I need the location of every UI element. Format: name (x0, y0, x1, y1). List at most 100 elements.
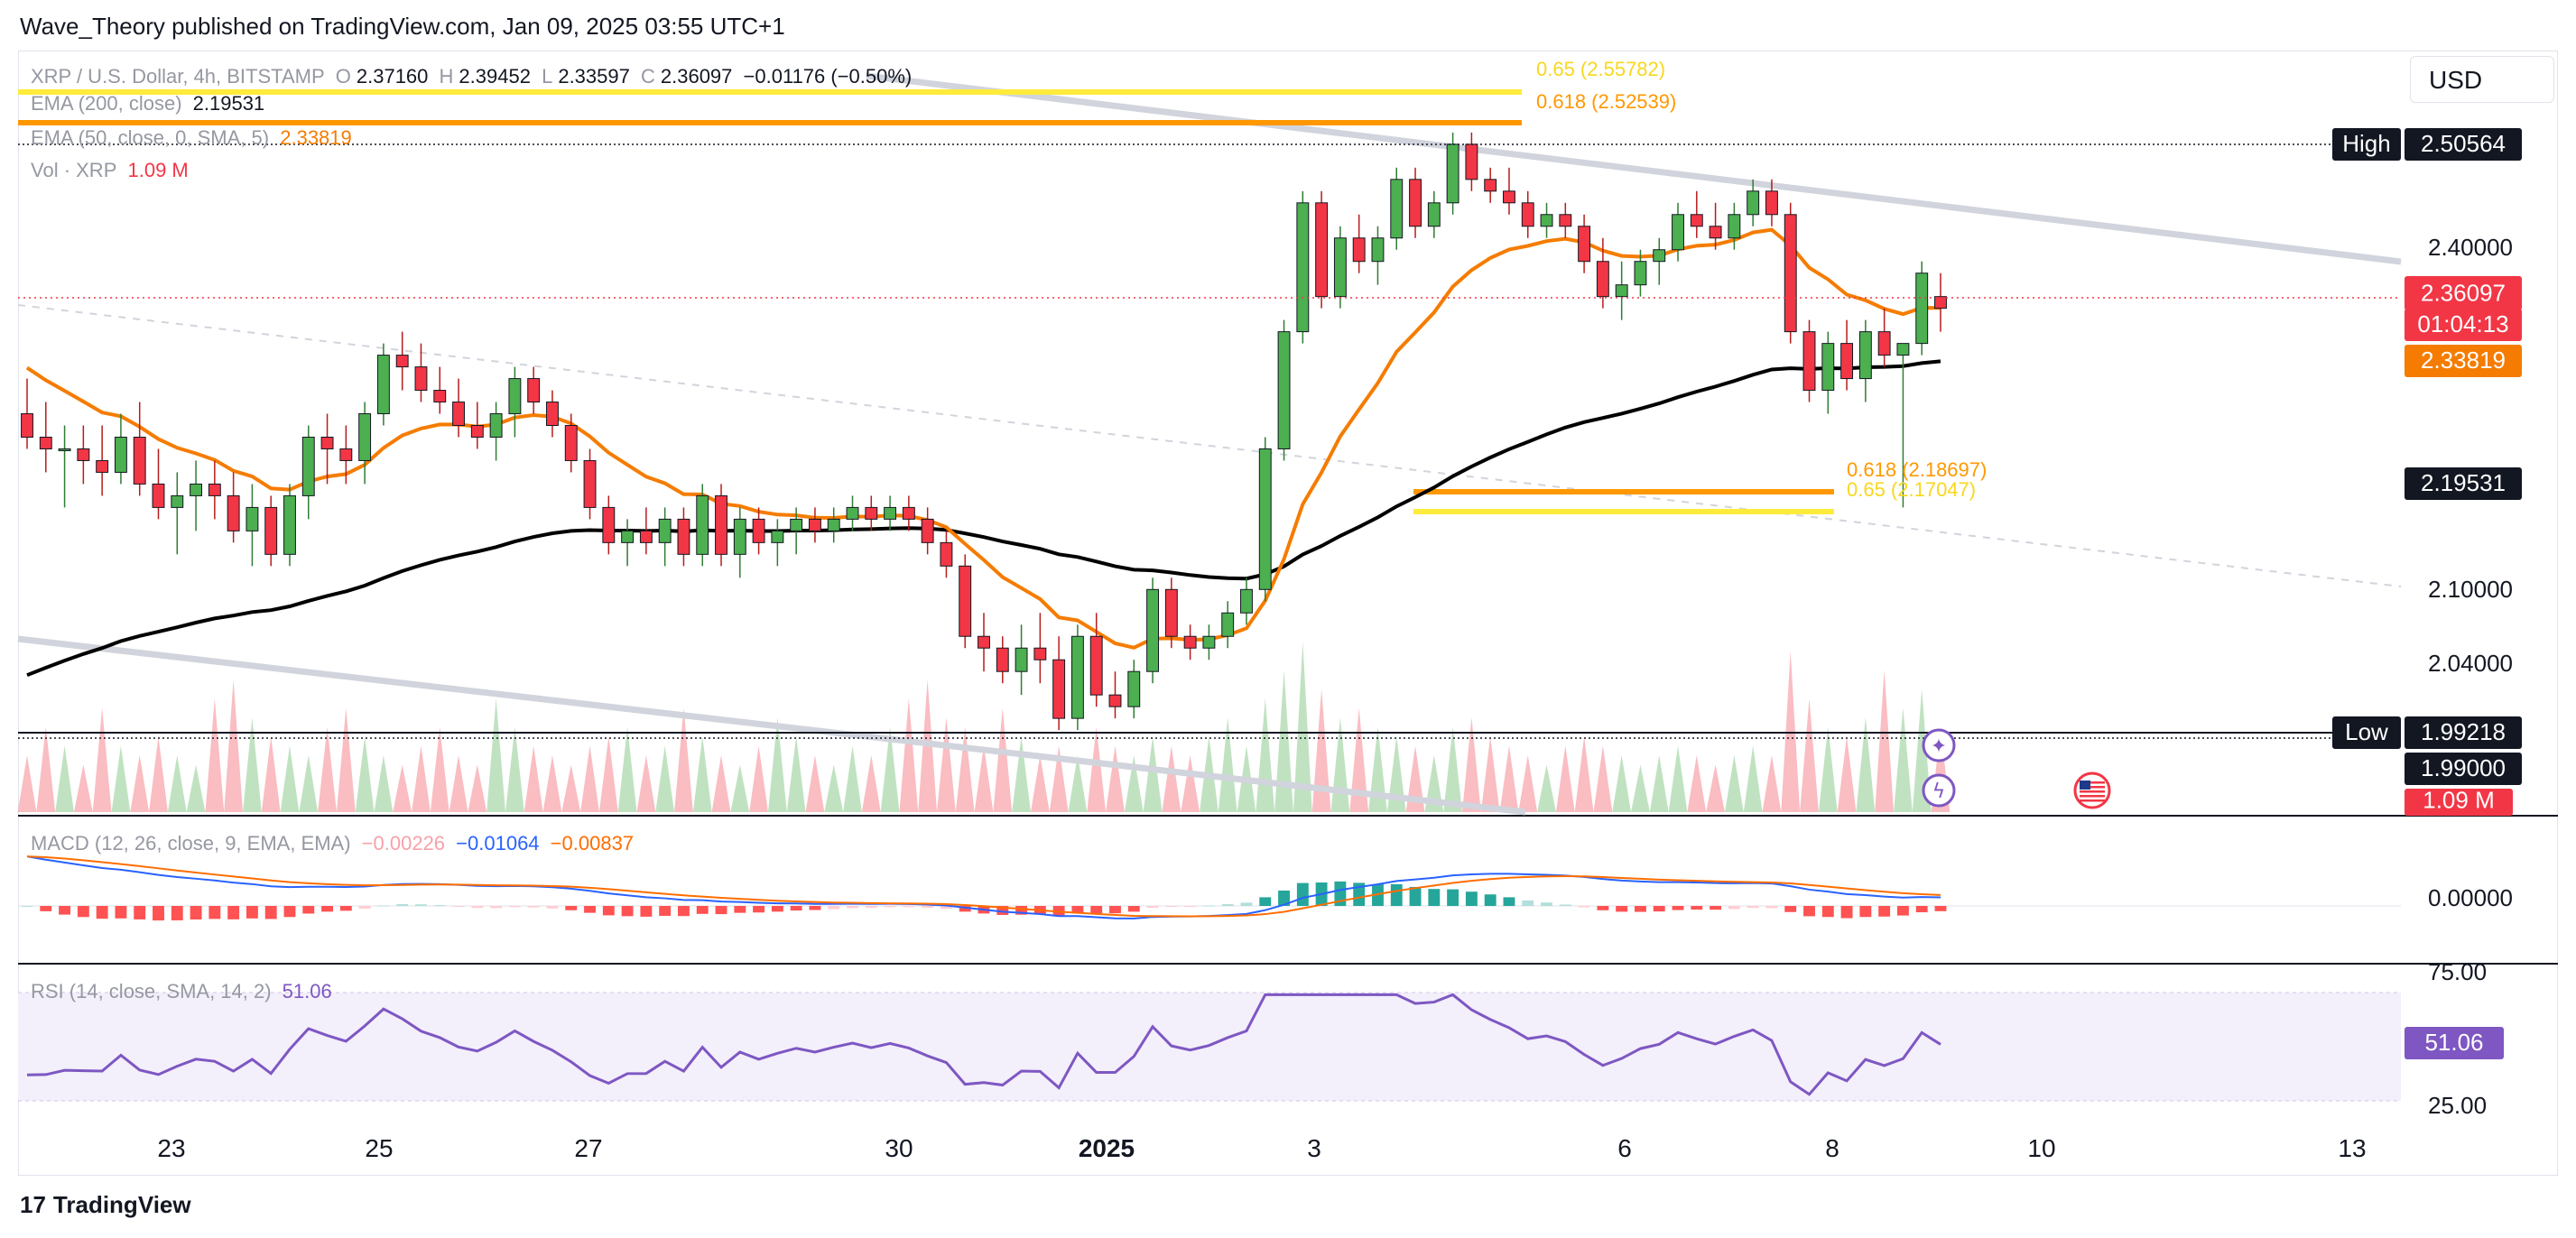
macd-histogram-bar (283, 906, 296, 918)
price-axis-tick: 0.00000 (2428, 884, 2513, 911)
us-flag-event-icon (2073, 771, 2111, 809)
candle (959, 554, 972, 649)
candle-body (227, 494, 240, 531)
candle (1127, 660, 1141, 719)
candle-body (1465, 143, 1478, 180)
macd-histogram-bar (1353, 882, 1366, 906)
volume-up-area (55, 642, 1932, 812)
candle (1615, 261, 1628, 320)
candle-body (1596, 261, 1609, 298)
candles (21, 132, 1947, 731)
candle-body (1877, 331, 1891, 356)
trendline-dashed (17, 304, 2402, 587)
candle-body (733, 518, 746, 555)
candle-body (921, 518, 934, 543)
price-axis-tick: 2.04000 (2428, 650, 2513, 677)
macd-histogram-bar (584, 906, 596, 913)
candle (470, 402, 484, 449)
candle-body (1352, 237, 1366, 263)
macd-histogram-bar (734, 906, 746, 913)
macd-histogram-bar (1765, 906, 1778, 909)
high-value-tag: 2.50564 (2405, 128, 2522, 161)
candle (1634, 249, 1647, 297)
time-axis-tick: 30 (885, 1134, 913, 1162)
candle (1315, 190, 1329, 309)
rsi-pane (26, 993, 1941, 1096)
high-value-tag-text: 2.50564 (2421, 130, 2506, 157)
candle-body (771, 530, 784, 543)
fib-label-top-0618: 0.618 (2.52539) (1536, 90, 1677, 113)
candle (978, 613, 990, 672)
legend-high: 2.39452 (459, 65, 531, 88)
candle-body (677, 518, 690, 555)
candle-body (1146, 588, 1160, 672)
macd-pane (21, 855, 1947, 921)
candle (1503, 167, 1515, 215)
candle-body (1634, 261, 1647, 286)
macd-histogram-bar (640, 906, 653, 917)
macd-line (26, 855, 1941, 919)
candle (808, 507, 821, 543)
candle-body (39, 436, 52, 449)
macd-histogram-bar (959, 906, 971, 912)
low-value-tag-text: 1.99218 (2421, 718, 2506, 745)
candle (1015, 624, 1028, 696)
candle-body (433, 390, 447, 403)
flag-stripe (2080, 786, 2105, 789)
fib-levels[interactable] (18, 89, 1834, 514)
macd-histogram-bar (1259, 897, 1272, 906)
currency-selector[interactable]: USD (2410, 56, 2554, 103)
legend-symbol: XRP / U.S. Dollar, 4h, BITSTAMP (31, 65, 325, 88)
legend-ema50: EMA (50, close, 0, SMA, 5) 2.33819 (31, 126, 357, 150)
macd-histogram-bar (1635, 906, 1646, 912)
candle-body (1089, 635, 1103, 696)
macd-histogram-bar (1221, 904, 1234, 906)
legend-c-label: C (640, 65, 655, 88)
macd-histogram-bar (790, 906, 802, 911)
macd-histogram-bar (771, 906, 783, 912)
volume-tag-bg (2405, 789, 2513, 816)
candle (790, 507, 803, 555)
legend-macd-signal: −0.00837 (550, 832, 635, 855)
macd-histogram-bar (433, 905, 446, 907)
candle-body (1858, 331, 1872, 380)
legend-ema50-label: EMA (50, close, 0, SMA, 5) (31, 126, 270, 149)
candle (771, 519, 784, 567)
candle (546, 390, 559, 438)
macd-histogram-bar (1728, 906, 1740, 910)
candle-body (246, 506, 259, 531)
candle-body (1765, 190, 1778, 216)
legend-o-label: O (335, 65, 351, 88)
candle (1390, 167, 1404, 250)
candle (1333, 226, 1347, 309)
candle-body (1070, 635, 1084, 719)
macd-histogram-bar (471, 906, 484, 909)
macd-histogram-bar (377, 905, 390, 907)
candle-body (696, 494, 709, 555)
candle (1877, 308, 1891, 367)
high-label-tag-text: High (2342, 130, 2390, 157)
candle-body (1521, 202, 1534, 227)
candle (1559, 202, 1572, 238)
publisher-caption: Wave_Theory published on TradingView.com… (20, 13, 785, 40)
macd-histogram-bar (227, 906, 240, 919)
candle (1653, 237, 1666, 285)
candle-body (1653, 249, 1666, 263)
candle (133, 402, 146, 496)
macd-histogram-bar (1541, 902, 1552, 906)
macd-histogram-bar (1653, 906, 1665, 912)
legend-l-label: L (542, 65, 553, 88)
time-axis-tick: 25 (365, 1134, 393, 1162)
candle-body (1221, 612, 1235, 637)
candle (715, 484, 727, 567)
candle-body (190, 483, 203, 496)
chart-icons[interactable]: ✦ϟ (1922, 728, 2111, 809)
candle (283, 484, 296, 567)
candle-body (1484, 179, 1497, 192)
macd-histogram-bar (1202, 905, 1215, 907)
candle-body (58, 448, 71, 451)
tradingview-logo[interactable]: 17 TradingView (20, 1191, 191, 1219)
trendlines[interactable] (17, 72, 2402, 816)
legend-change: −0.01176 (−0.50%) (743, 65, 913, 88)
